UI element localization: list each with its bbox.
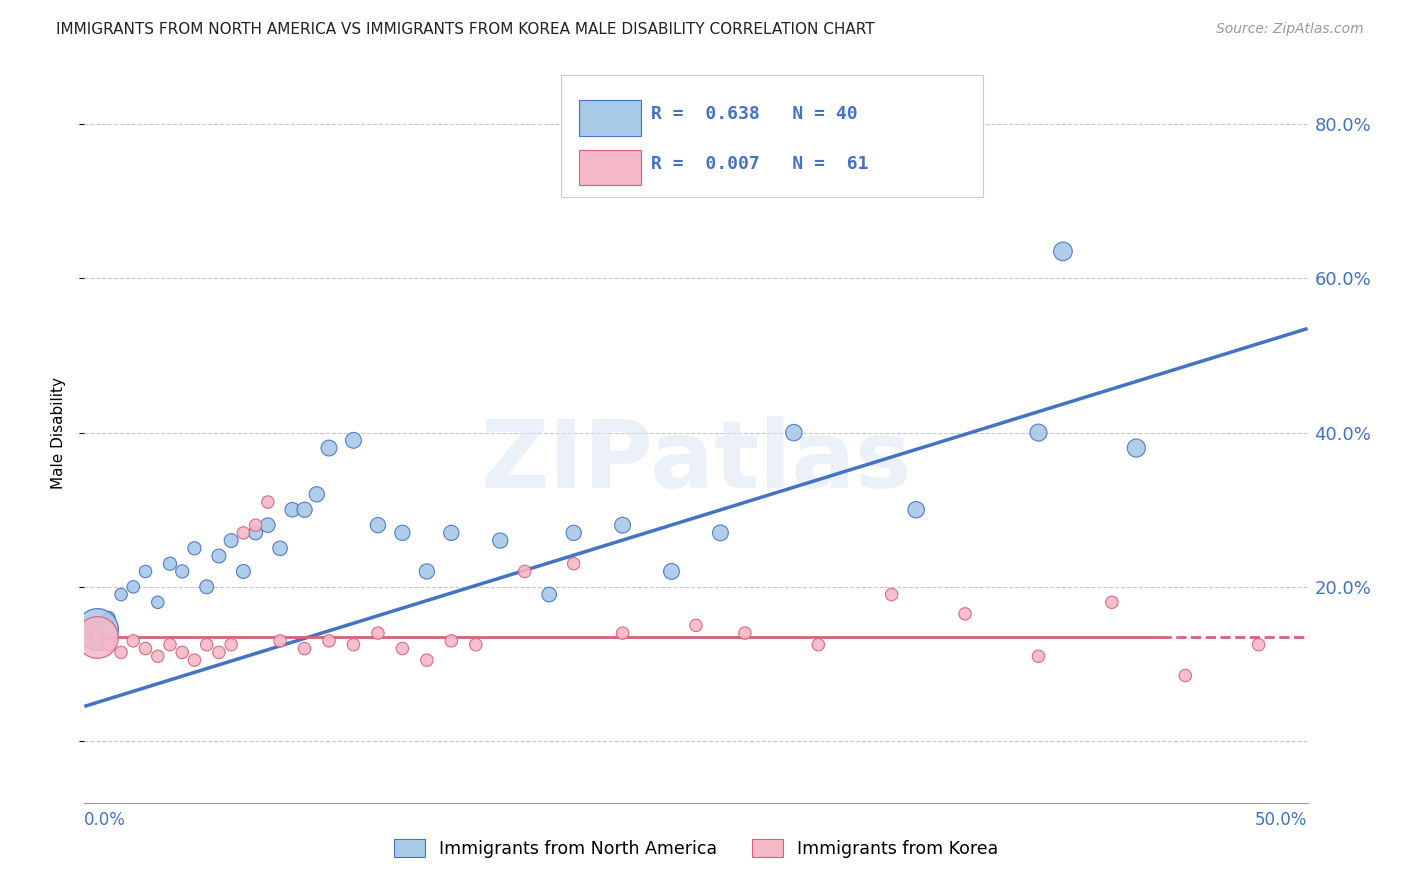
Point (538, 588, 561, 602)
Point (318, 441, 340, 455)
Point (208, 645, 231, 659)
Point (367, 626, 389, 640)
Text: IMMIGRANTS FROM NORTH AMERICA VS IMMIGRANTS FROM KOREA MALE DISABILITY CORRELATI: IMMIGRANTS FROM NORTH AMERICA VS IMMIGRA… (56, 22, 875, 37)
Point (86, 630, 108, 644)
Point (135, 565, 157, 579)
Point (1028, 649, 1050, 664)
Point (232, 525, 254, 540)
Point (612, 518, 634, 533)
Point (232, 565, 254, 579)
Point (807, 638, 830, 652)
Point (97, 610, 120, 624)
Point (269, 541, 291, 556)
Text: R =  0.007   N =  61: R = 0.007 N = 61 (651, 155, 869, 173)
Point (172, 645, 194, 659)
Point (86, 622, 108, 636)
Point (146, 649, 169, 664)
Point (562, 525, 585, 540)
Point (86, 622, 108, 636)
Point (709, 525, 731, 540)
Point (1174, 668, 1197, 682)
Point (1125, 441, 1147, 455)
Point (122, 633, 145, 648)
Point (1028, 425, 1050, 440)
Point (880, 588, 903, 602)
Point (183, 653, 205, 667)
Point (110, 588, 132, 602)
FancyBboxPatch shape (561, 75, 983, 197)
Point (1247, 638, 1270, 652)
FancyBboxPatch shape (578, 150, 641, 186)
Text: R =  0.638   N = 40: R = 0.638 N = 40 (651, 105, 858, 123)
Point (305, 487, 328, 501)
Point (219, 533, 242, 548)
Point (440, 525, 463, 540)
Text: 0.0%: 0.0% (84, 811, 127, 829)
Point (416, 565, 439, 579)
Point (146, 595, 169, 609)
Y-axis label: Male Disability: Male Disability (51, 376, 66, 489)
Point (195, 580, 218, 594)
Point (294, 641, 316, 656)
Point (183, 541, 205, 556)
Point (489, 533, 512, 548)
Point (257, 518, 280, 533)
Point (612, 626, 634, 640)
Point (257, 495, 280, 509)
Legend: Immigrants from North America, Immigrants from Korea: Immigrants from North America, Immigrant… (387, 832, 1005, 864)
Point (953, 607, 976, 621)
Point (86, 630, 108, 644)
Point (1052, 244, 1074, 259)
Point (464, 638, 486, 652)
Point (245, 525, 267, 540)
Point (110, 645, 132, 659)
Point (562, 557, 585, 571)
Point (97, 638, 120, 652)
Point (783, 425, 806, 440)
Point (685, 618, 707, 632)
Point (391, 641, 413, 656)
Point (135, 641, 157, 656)
Point (367, 518, 389, 533)
Point (416, 653, 439, 667)
Point (208, 549, 231, 563)
Point (172, 565, 194, 579)
Point (734, 626, 756, 640)
Point (661, 565, 683, 579)
Point (342, 434, 364, 448)
Point (159, 638, 181, 652)
Point (122, 580, 145, 594)
Point (269, 633, 291, 648)
Point (440, 633, 463, 648)
Point (219, 638, 242, 652)
Text: ZIPatlas: ZIPatlas (481, 417, 911, 508)
Point (195, 638, 218, 652)
Text: Source: ZipAtlas.com: Source: ZipAtlas.com (1216, 22, 1364, 37)
Point (294, 502, 316, 516)
Point (905, 502, 928, 516)
Point (342, 638, 364, 652)
Point (1101, 595, 1123, 609)
Point (281, 502, 304, 516)
Text: 50.0%: 50.0% (1256, 811, 1308, 829)
Point (159, 557, 181, 571)
FancyBboxPatch shape (578, 100, 641, 136)
Point (245, 518, 267, 533)
Point (318, 633, 340, 648)
Point (513, 565, 536, 579)
Point (391, 525, 413, 540)
